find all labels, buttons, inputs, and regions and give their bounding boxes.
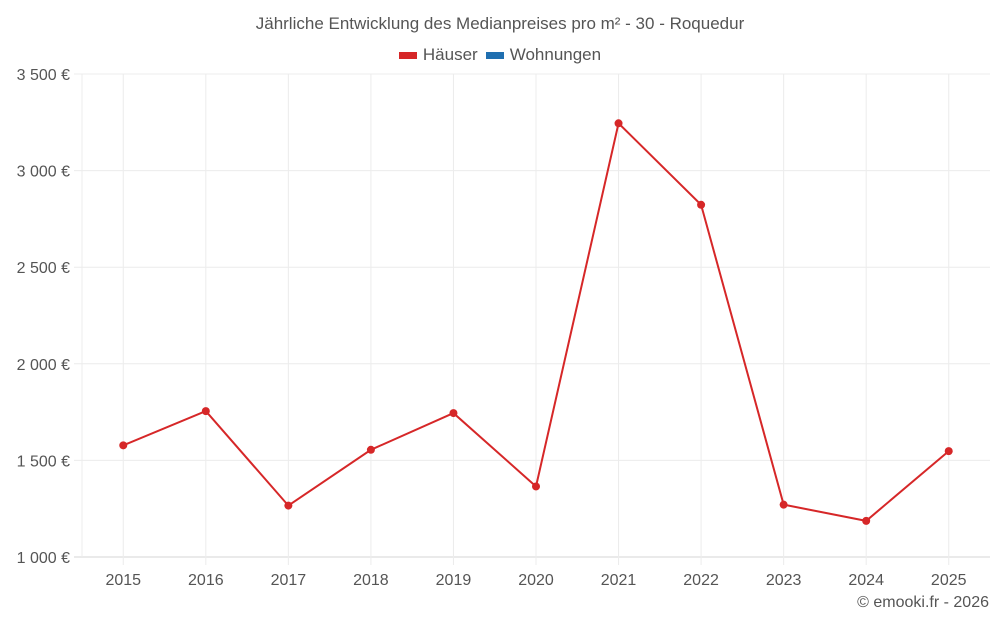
x-tick-label: 2019 <box>436 572 472 589</box>
data-point[interactable] <box>284 501 293 510</box>
legend-item-apartments[interactable]: Wohnungen <box>485 45 602 65</box>
data-point[interactable] <box>944 447 953 456</box>
data-point[interactable] <box>614 119 623 128</box>
x-tick-label: 2020 <box>518 572 554 589</box>
data-point[interactable] <box>779 500 788 509</box>
data-point[interactable] <box>449 409 458 418</box>
x-tick-label: 2016 <box>188 572 224 589</box>
x-tick-label: 2015 <box>105 572 141 589</box>
x-tick-label: 2025 <box>931 572 967 589</box>
x-tick-label: 2017 <box>271 572 307 589</box>
y-tick-label: 3 500 € <box>17 67 70 84</box>
data-point[interactable] <box>366 445 375 454</box>
data-point[interactable] <box>119 441 128 450</box>
legend-label-apartments: Wohnungen <box>509 45 602 64</box>
data-point[interactable] <box>697 200 706 209</box>
x-tick-label: 2022 <box>683 572 719 589</box>
data-point[interactable] <box>201 407 210 416</box>
y-tick-label: 2 000 € <box>17 357 70 374</box>
legend-item-houses[interactable]: Häuser <box>398 45 478 65</box>
y-tick-label: 3 000 € <box>17 164 70 181</box>
legend: Häuser Wohnungen <box>0 45 1000 65</box>
data-point[interactable] <box>532 482 540 491</box>
y-tick-label: 2 500 € <box>17 260 70 277</box>
x-tick-label: 2024 <box>848 572 884 589</box>
x-tick-label: 2018 <box>353 572 389 589</box>
x-tick-label: 2023 <box>766 572 802 589</box>
chart-title: Jährliche Entwicklung des Medianpreises … <box>255 14 745 33</box>
data-point[interactable] <box>862 516 871 525</box>
y-tick-label: 1 000 € <box>17 550 70 567</box>
y-tick-label: 1 500 € <box>17 453 70 470</box>
copyright-credit: © emooki.fr - 2026 <box>857 594 989 611</box>
legend-swatch-apartments <box>485 51 504 59</box>
legend-label-houses: Häuser <box>422 45 478 64</box>
x-tick-label: 2021 <box>601 572 637 589</box>
legend-swatch-houses <box>398 51 417 59</box>
